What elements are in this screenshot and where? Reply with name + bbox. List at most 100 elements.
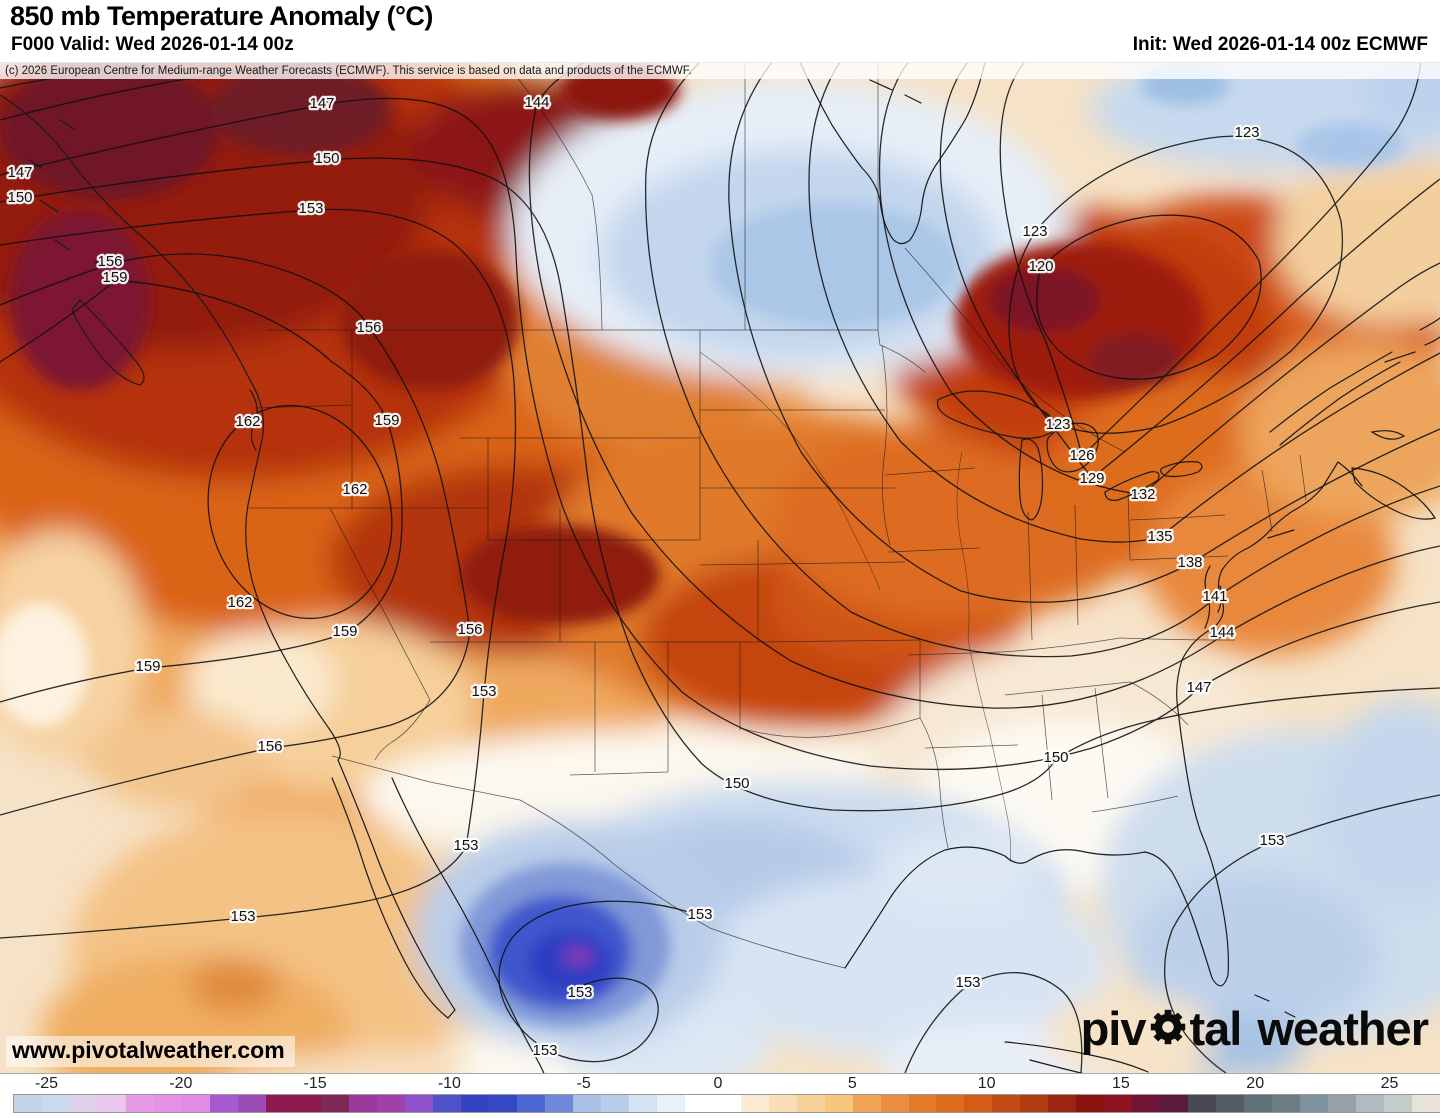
contour-label: 162 bbox=[227, 594, 252, 611]
colorbar-swatches bbox=[13, 1094, 1440, 1113]
coastlines bbox=[0, 62, 1440, 1073]
contour-label: 159 bbox=[374, 412, 399, 429]
colorbar-swatch bbox=[1271, 1095, 1300, 1112]
colorbar-swatch bbox=[209, 1095, 238, 1112]
colorbar-swatch bbox=[936, 1095, 965, 1112]
page-title: 850 mb Temperature Anomaly (°C) bbox=[10, 1, 433, 31]
colorbar-swatch bbox=[1160, 1095, 1189, 1112]
colorbar-swatch bbox=[1188, 1095, 1216, 1112]
contour-label: 156 bbox=[457, 621, 482, 638]
colorbar-swatch bbox=[573, 1095, 602, 1112]
logo-text-pre: piv bbox=[1080, 1002, 1147, 1055]
contour-label: 156 bbox=[97, 253, 122, 270]
colorbar-swatch bbox=[97, 1095, 126, 1112]
logo-text-mid: tal bbox=[1189, 1002, 1243, 1055]
colorbar-swatch bbox=[265, 1095, 294, 1112]
colorbar-swatch bbox=[14, 1095, 42, 1112]
colorbar-tick: -5 bbox=[576, 1075, 591, 1092]
colorbar-swatch bbox=[1048, 1095, 1077, 1112]
contour-label: 120 bbox=[1028, 258, 1053, 275]
colorbar-swatch bbox=[181, 1095, 210, 1112]
colorbar-swatch bbox=[796, 1095, 825, 1112]
contour-label: 123 bbox=[1022, 223, 1047, 240]
contour-label: 153 bbox=[471, 683, 496, 700]
colorbar-swatch bbox=[69, 1095, 98, 1112]
colorbar-swatch bbox=[964, 1095, 993, 1112]
contour-label: 147 bbox=[1186, 679, 1211, 696]
contour-label: 153 bbox=[230, 908, 255, 925]
contour-label: 153 bbox=[532, 1042, 557, 1059]
colorbar-swatch bbox=[1355, 1095, 1384, 1112]
contour-label: 141 bbox=[1202, 588, 1227, 605]
colorbar-tick: 10 bbox=[977, 1075, 996, 1092]
colorbar-swatch bbox=[601, 1095, 629, 1112]
contour-label: 153 bbox=[687, 906, 712, 923]
contour-label: 159 bbox=[135, 658, 160, 675]
logo-text-word2: weather bbox=[1257, 1002, 1429, 1055]
colorbar-swatch bbox=[1243, 1095, 1272, 1112]
colorbar-swatch bbox=[41, 1095, 70, 1112]
colorbar-swatch bbox=[125, 1095, 154, 1112]
contour-label: 150 bbox=[1043, 749, 1068, 766]
contour-label: 150 bbox=[314, 150, 339, 167]
colorbar-swatch bbox=[740, 1095, 769, 1112]
colorbar-swatch bbox=[880, 1095, 909, 1112]
colorbar-swatch bbox=[1411, 1095, 1440, 1112]
colorbar-tick: -25 bbox=[34, 1075, 59, 1092]
valid-time-label: F000 Valid: Wed 2026-01-14 00z bbox=[11, 34, 294, 55]
contour-label: 150 bbox=[724, 775, 749, 792]
colorbar-swatch bbox=[656, 1095, 685, 1112]
rivers bbox=[699, 351, 1012, 863]
colorbar-swatch bbox=[517, 1095, 546, 1112]
map-layers: 147 144 123 147 150 150 153 156 159 123 120 156 159 1… bbox=[0, 62, 1440, 1073]
colorbar-swatch bbox=[153, 1095, 182, 1112]
contour-label: 135 bbox=[1147, 528, 1172, 545]
colorbar-swatch bbox=[1327, 1095, 1356, 1112]
colorbar-swatch bbox=[824, 1095, 853, 1112]
colorbar-swatch bbox=[1383, 1095, 1412, 1112]
contour-label: 126 bbox=[1069, 447, 1094, 464]
colorbar-swatch bbox=[405, 1095, 434, 1112]
contour-label: 147 bbox=[309, 95, 334, 112]
init-time-label: Init: Wed 2026-01-14 00z ECMWF bbox=[1132, 34, 1428, 55]
colorbar-swatch bbox=[1299, 1095, 1328, 1112]
colorbar-swatch bbox=[433, 1095, 462, 1112]
contour-label: 153 bbox=[298, 200, 323, 217]
colorbar-swatch bbox=[461, 1095, 490, 1112]
colorbar-tick: -10 bbox=[437, 1075, 461, 1092]
colorbar-tick: -20 bbox=[169, 1075, 193, 1092]
header: 850 mb Temperature Anomaly (°C) F000 Val… bbox=[0, 0, 1440, 62]
colorbar-footer: -25 -20 -15 -10 -5 0 5 10 15 20 25 bbox=[0, 1073, 1440, 1113]
contour-label: 156 bbox=[257, 738, 282, 755]
watermark-url: www.pivotalweather.com bbox=[6, 1036, 295, 1067]
contour-label: 123 bbox=[1045, 416, 1070, 433]
contour-label: 162 bbox=[235, 413, 260, 430]
colorbar-swatch bbox=[908, 1095, 937, 1112]
colorbar-tick: -15 bbox=[303, 1075, 327, 1092]
gear-icon bbox=[1146, 1002, 1190, 1055]
colorbar-swatch bbox=[545, 1095, 574, 1112]
colorbar-tick: 20 bbox=[1246, 1075, 1265, 1092]
pivotal-weather-logo: piv tal weather bbox=[1080, 1002, 1429, 1055]
contour-label: 147 bbox=[7, 164, 32, 181]
colorbar-swatch bbox=[321, 1095, 350, 1112]
contour-label: 162 bbox=[342, 481, 367, 498]
contour-label: 153 bbox=[1259, 832, 1284, 849]
colorbar-tick: 5 bbox=[847, 1075, 857, 1092]
contour-label: 159 bbox=[332, 623, 357, 640]
colorbar-swatch bbox=[489, 1095, 518, 1112]
contour-label: 153 bbox=[567, 984, 592, 1001]
contour-label: 153 bbox=[453, 837, 478, 854]
colorbar-swatch bbox=[1104, 1095, 1133, 1112]
contour-labels: 147 144 123 147 150 150 153 156 159 123 120 156 159 1… bbox=[5, 92, 1287, 1062]
colorbar-tick: 0 bbox=[713, 1075, 723, 1092]
colorbar-swatch bbox=[684, 1095, 713, 1112]
colorbar-swatch bbox=[992, 1095, 1021, 1112]
contour-label: 144 bbox=[524, 94, 549, 111]
contour-label: 132 bbox=[1130, 486, 1155, 503]
colorbar-swatch bbox=[377, 1095, 406, 1112]
colorbar-swatch bbox=[628, 1095, 657, 1112]
